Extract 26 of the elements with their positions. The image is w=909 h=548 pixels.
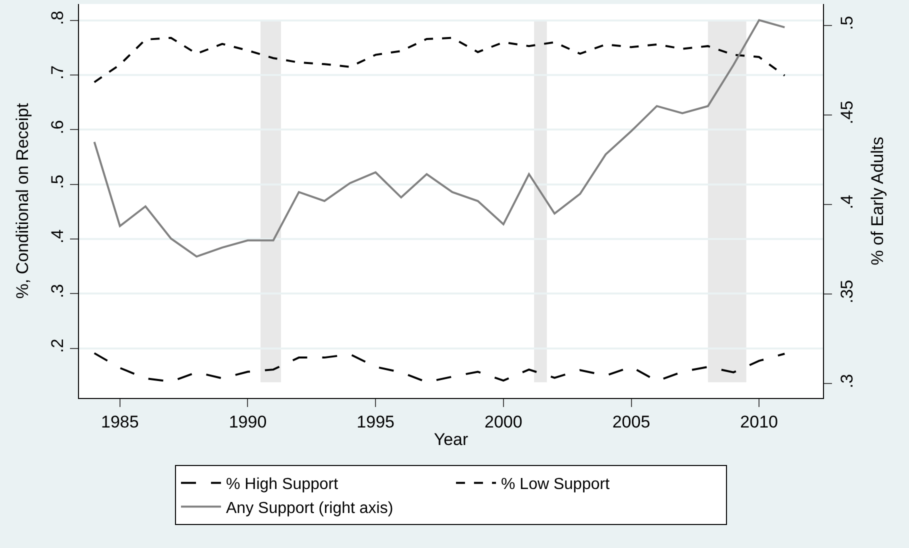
y-tick-label: .7 (48, 65, 68, 80)
x-tick-label: 1995 (356, 412, 394, 432)
y2-tick-label: .5 (837, 16, 856, 30)
y2-tick-label: .35 (837, 280, 856, 304)
y-tick-label: .3 (48, 284, 68, 298)
y2-tick-label: .4 (837, 194, 856, 210)
y2-tick-label: .3 (837, 374, 856, 388)
legend-label: % Low Support (501, 476, 610, 494)
x-tick-label: 2005 (612, 412, 650, 432)
y-axis-title: %, Conditional on Receipt (12, 102, 32, 299)
legend-label: % High Support (226, 476, 339, 494)
line-series (93, 19, 786, 258)
y-tick-label: .5 (48, 174, 68, 189)
x-axis-title: Year (434, 430, 469, 449)
x-tick-label: 2010 (740, 412, 778, 432)
x-tick-label: 1985 (100, 412, 139, 432)
y-tick-label: .8 (48, 10, 68, 25)
y2-tick-label: .45 (837, 100, 856, 124)
y-tick-label: .2 (48, 338, 68, 353)
x-tick-label: 2000 (484, 412, 522, 432)
y-tick-label: .6 (48, 120, 68, 134)
legend-label: Any Support (right axis) (226, 500, 394, 517)
line-series (93, 36, 786, 84)
y2-axis-title: % of Early Adults (868, 136, 887, 266)
x-tick-label: 1990 (228, 412, 267, 432)
y-tick-label: .4 (48, 229, 68, 244)
